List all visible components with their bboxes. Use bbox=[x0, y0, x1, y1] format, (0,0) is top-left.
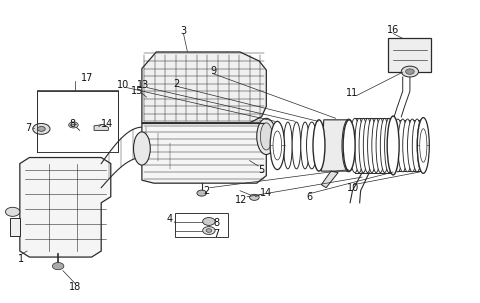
Polygon shape bbox=[20, 158, 111, 257]
Ellipse shape bbox=[393, 119, 403, 172]
Ellipse shape bbox=[372, 118, 381, 173]
Polygon shape bbox=[142, 52, 266, 123]
Text: 2: 2 bbox=[174, 79, 180, 89]
Ellipse shape bbox=[387, 116, 399, 175]
Ellipse shape bbox=[270, 121, 285, 170]
Circle shape bbox=[5, 207, 20, 216]
Circle shape bbox=[401, 66, 419, 77]
Ellipse shape bbox=[273, 131, 282, 160]
Ellipse shape bbox=[307, 122, 317, 169]
Text: 16: 16 bbox=[387, 25, 399, 35]
Ellipse shape bbox=[388, 118, 398, 173]
Ellipse shape bbox=[384, 118, 393, 173]
Ellipse shape bbox=[368, 118, 376, 173]
Ellipse shape bbox=[257, 118, 276, 155]
Ellipse shape bbox=[343, 120, 355, 171]
Text: 15: 15 bbox=[131, 86, 144, 96]
Text: 4: 4 bbox=[166, 214, 172, 224]
Ellipse shape bbox=[313, 120, 325, 171]
Text: 13: 13 bbox=[137, 80, 149, 90]
Circle shape bbox=[33, 123, 50, 134]
Ellipse shape bbox=[376, 118, 384, 173]
Polygon shape bbox=[142, 123, 266, 183]
Text: 8: 8 bbox=[213, 218, 219, 228]
Text: 14: 14 bbox=[101, 119, 113, 129]
Circle shape bbox=[203, 227, 215, 235]
Ellipse shape bbox=[355, 118, 363, 173]
Polygon shape bbox=[322, 171, 338, 188]
Text: 11: 11 bbox=[347, 88, 359, 98]
Text: 12: 12 bbox=[235, 195, 248, 205]
Ellipse shape bbox=[349, 118, 360, 173]
Ellipse shape bbox=[260, 123, 272, 150]
Ellipse shape bbox=[412, 119, 422, 172]
Ellipse shape bbox=[398, 119, 408, 172]
Ellipse shape bbox=[359, 118, 368, 173]
Ellipse shape bbox=[417, 119, 427, 172]
Text: 7: 7 bbox=[25, 123, 32, 133]
Ellipse shape bbox=[363, 118, 372, 173]
Text: 5: 5 bbox=[258, 165, 264, 175]
Text: 18: 18 bbox=[69, 281, 81, 291]
Circle shape bbox=[406, 69, 414, 74]
Ellipse shape bbox=[342, 119, 355, 172]
Text: 17: 17 bbox=[81, 73, 93, 83]
Text: 2: 2 bbox=[204, 186, 210, 196]
Circle shape bbox=[197, 190, 206, 196]
Ellipse shape bbox=[417, 118, 429, 173]
Text: 3: 3 bbox=[180, 26, 187, 36]
Polygon shape bbox=[10, 218, 20, 236]
Text: 8: 8 bbox=[70, 119, 75, 129]
Polygon shape bbox=[388, 38, 432, 72]
Circle shape bbox=[206, 229, 212, 232]
Circle shape bbox=[52, 262, 64, 270]
Text: 14: 14 bbox=[260, 188, 273, 198]
Text: 10: 10 bbox=[348, 183, 360, 193]
Polygon shape bbox=[322, 120, 350, 171]
Circle shape bbox=[69, 122, 78, 128]
Ellipse shape bbox=[133, 132, 150, 165]
Ellipse shape bbox=[284, 122, 292, 169]
Ellipse shape bbox=[301, 122, 310, 169]
Ellipse shape bbox=[380, 118, 389, 173]
Ellipse shape bbox=[408, 119, 417, 172]
Text: 6: 6 bbox=[306, 192, 312, 202]
Text: 10: 10 bbox=[117, 80, 129, 90]
Circle shape bbox=[250, 194, 259, 200]
Text: 7: 7 bbox=[213, 229, 219, 239]
Text: 9: 9 bbox=[210, 66, 216, 76]
Circle shape bbox=[37, 126, 45, 131]
Ellipse shape bbox=[292, 122, 301, 169]
Ellipse shape bbox=[420, 129, 427, 162]
Polygon shape bbox=[94, 124, 108, 130]
Text: 1: 1 bbox=[18, 254, 24, 264]
Circle shape bbox=[203, 218, 215, 225]
Ellipse shape bbox=[403, 119, 412, 172]
